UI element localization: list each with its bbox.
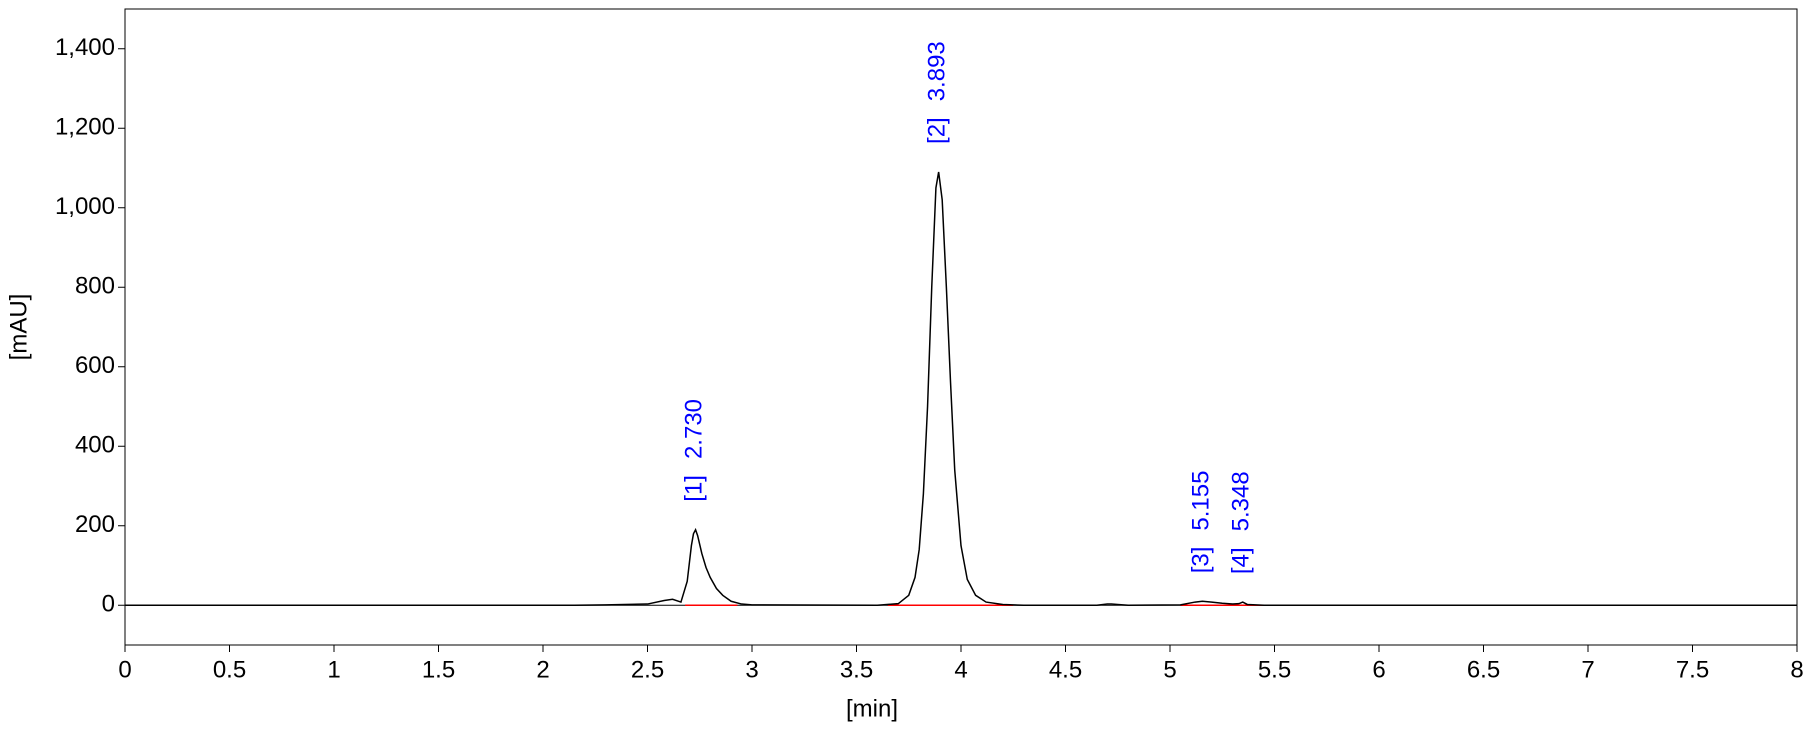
x-tick-label: 7 bbox=[1581, 656, 1594, 683]
x-tick-label: 2 bbox=[536, 656, 549, 683]
x-tick-label: 5 bbox=[1163, 656, 1176, 683]
peak-number: [4] bbox=[1228, 547, 1255, 574]
x-tick-label: 1 bbox=[327, 656, 340, 683]
x-tick-label: 3.5 bbox=[840, 656, 873, 683]
x-axis-label: [min] bbox=[846, 695, 898, 722]
y-tick-label: 800 bbox=[75, 273, 115, 300]
x-tick-label: 8 bbox=[1790, 656, 1803, 683]
x-tick-label: 0.5 bbox=[213, 656, 246, 683]
peak-retention-time: 3.893 bbox=[924, 41, 951, 101]
peak-number: [2] bbox=[924, 117, 951, 144]
y-tick-label: 1,000 bbox=[55, 193, 115, 220]
y-tick-label: 600 bbox=[75, 352, 115, 379]
y-tick-label: 200 bbox=[75, 511, 115, 538]
peak-label: [1] 2.730 bbox=[681, 399, 708, 502]
y-tick-label: 0 bbox=[102, 591, 115, 618]
peak-annotation: [4] 5.348 bbox=[1228, 471, 1255, 574]
x-tick-label: 1.5 bbox=[422, 656, 455, 683]
x-tick-label: 4.5 bbox=[1049, 656, 1082, 683]
x-tick-label: 3 bbox=[745, 656, 758, 683]
y-tick-label: 1,200 bbox=[55, 114, 115, 141]
y-axis-label: [mAU] bbox=[5, 294, 32, 361]
peak-label: [2] 3.893 bbox=[924, 41, 951, 144]
trace bbox=[125, 171, 1797, 607]
peak-retention-time: 5.348 bbox=[1228, 471, 1255, 531]
peak-annotation: [2] 3.893 bbox=[924, 41, 951, 144]
x-tick-label: 6.5 bbox=[1467, 656, 1500, 683]
peak-annotation: [1] 2.730 bbox=[681, 399, 708, 502]
y-tick-label: 400 bbox=[75, 432, 115, 459]
x-tick-label: 4 bbox=[954, 656, 967, 683]
x-tick-label: 2.5 bbox=[631, 656, 664, 683]
peak-retention-time: 5.155 bbox=[1188, 471, 1215, 531]
x-tick-label: 5.5 bbox=[1258, 656, 1291, 683]
x-tick-label: 7.5 bbox=[1676, 656, 1709, 683]
peak-label: [4] 5.348 bbox=[1228, 471, 1255, 574]
x-tick-label: 0 bbox=[118, 656, 131, 683]
peak-label: [3] 5.155 bbox=[1188, 471, 1215, 574]
peak-retention-time: 2.730 bbox=[681, 399, 708, 459]
peak-number: [1] bbox=[681, 475, 708, 502]
peak-annotation: [3] 5.155 bbox=[1188, 471, 1215, 574]
peak-number: [3] bbox=[1188, 547, 1215, 574]
y-tick-label: 1,400 bbox=[55, 34, 115, 61]
x-tick-label: 6 bbox=[1372, 656, 1385, 683]
